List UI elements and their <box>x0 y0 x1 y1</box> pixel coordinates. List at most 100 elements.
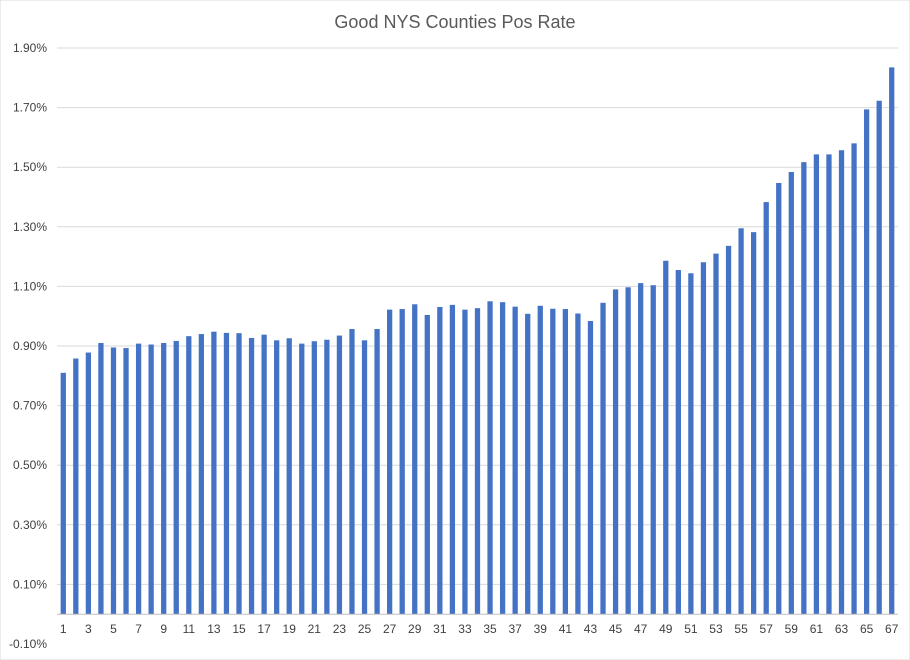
bar-series <box>60 67 895 615</box>
x-tick-label: 15 <box>232 622 246 636</box>
x-tick-label: 35 <box>483 622 497 636</box>
bar-49 <box>663 260 669 615</box>
bar-53 <box>713 253 719 615</box>
bar-65 <box>863 109 870 615</box>
bar-3 <box>85 352 92 615</box>
bar-32 <box>449 304 456 615</box>
bar-44 <box>600 302 606 615</box>
bar-64 <box>851 143 857 615</box>
x-tick-label: 11 <box>183 622 196 636</box>
bar-59 <box>788 171 794 615</box>
x-tick-label: 23 <box>333 622 347 636</box>
bar-66 <box>876 100 882 615</box>
x-axis-ticks: 1 3 5 7 9 11 13 15 17 19 21 23 25 27 29 31 33 35 37 39 41 43 4… <box>60 622 899 636</box>
x-tick-label: 43 <box>584 622 598 636</box>
y-tick-label: -0.10% <box>9 637 47 651</box>
bar-11 <box>186 336 192 615</box>
bar-50 <box>675 270 681 615</box>
bar-51 <box>688 273 694 615</box>
bar-8 <box>148 344 154 615</box>
bar-19 <box>286 338 292 615</box>
bar-35 <box>487 301 493 615</box>
bar-46 <box>625 287 631 615</box>
x-tick-label: 17 <box>257 622 271 636</box>
bar-24 <box>349 329 355 615</box>
bar-45 <box>612 289 619 615</box>
x-tick-label: 67 <box>885 622 899 636</box>
x-tick-label: 63 <box>835 622 849 636</box>
bar-57 <box>763 202 769 615</box>
x-tick-label: 27 <box>383 622 397 636</box>
y-tick-label: 1.70% <box>13 101 47 115</box>
x-tick-label: 31 <box>433 622 447 636</box>
bar-13 <box>211 331 217 615</box>
bar-40 <box>550 308 556 615</box>
bar-61 <box>813 154 820 615</box>
bar-29 <box>412 304 418 615</box>
bar-37 <box>512 306 518 615</box>
x-tick-label: 53 <box>709 622 723 636</box>
x-tick-label: 59 <box>785 622 799 636</box>
x-tick-label: 39 <box>534 622 548 636</box>
bar-31 <box>437 306 443 615</box>
bar-34 <box>474 308 481 615</box>
x-tick-label: 51 <box>684 622 698 636</box>
bar-1 <box>60 372 66 615</box>
bar-55 <box>738 228 744 615</box>
bar-6 <box>123 348 129 615</box>
bar-7 <box>135 343 142 615</box>
bar-62 <box>826 154 832 615</box>
bar-16 <box>248 337 255 615</box>
bar-18 <box>274 340 280 615</box>
bar-5 <box>110 347 117 615</box>
x-tick-label: 57 <box>760 622 774 636</box>
bar-27 <box>387 309 393 615</box>
x-tick-label: 37 <box>508 622 522 636</box>
x-tick-label: 19 <box>283 622 297 636</box>
bar-2 <box>73 358 79 615</box>
x-tick-label: 65 <box>860 622 874 636</box>
x-tick-label: 21 <box>308 622 322 636</box>
bar-23 <box>336 335 343 615</box>
x-tick-label: 61 <box>810 622 824 636</box>
bar-58 <box>776 182 782 615</box>
bar-20 <box>299 343 305 615</box>
bar-25 <box>361 340 368 615</box>
bar-36 <box>499 302 506 615</box>
bar-12 <box>198 334 204 615</box>
x-tick-label: 55 <box>734 622 748 636</box>
x-tick-label: 49 <box>659 622 673 636</box>
y-tick-label: 0.50% <box>13 458 47 472</box>
y-tick-label: 0.30% <box>13 518 47 532</box>
bar-15 <box>236 333 242 615</box>
bar-14 <box>223 332 230 615</box>
bar-48 <box>650 285 656 615</box>
bar-38 <box>525 313 531 615</box>
x-tick-label: 33 <box>458 622 472 636</box>
x-tick-label: 25 <box>358 622 372 636</box>
x-tick-label: 3 <box>85 622 92 636</box>
bar-22 <box>324 339 330 615</box>
y-tick-label: 0.70% <box>13 399 47 413</box>
x-tick-label: 9 <box>160 622 167 636</box>
y-tick-label: 0.10% <box>13 577 47 591</box>
x-tick-label: 1 <box>60 622 67 636</box>
bar-54 <box>725 245 732 615</box>
bar-21 <box>311 341 317 615</box>
bar-10 <box>173 340 179 615</box>
y-tick-label: 1.10% <box>13 279 47 293</box>
y-tick-label: 1.30% <box>13 220 47 234</box>
x-tick-label: 5 <box>110 622 117 636</box>
bar-63 <box>838 150 845 615</box>
y-tick-label: 0.90% <box>13 339 47 353</box>
bar-42 <box>575 313 581 615</box>
bar-67 <box>889 67 895 615</box>
bar-30 <box>424 315 430 615</box>
bar-43 <box>587 320 594 615</box>
bar-33 <box>462 309 468 615</box>
bar-47 <box>638 283 644 615</box>
x-tick-label: 7 <box>135 622 142 636</box>
x-tick-label: 29 <box>408 622 422 636</box>
